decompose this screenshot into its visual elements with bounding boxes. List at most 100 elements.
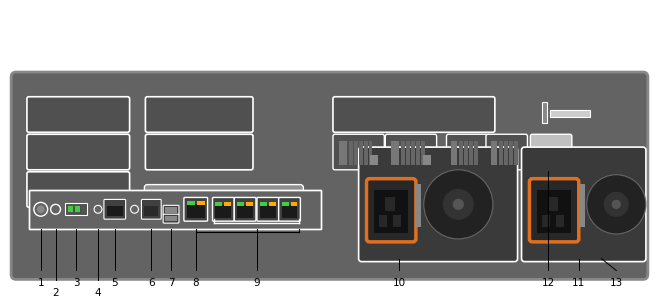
FancyBboxPatch shape xyxy=(257,197,279,221)
Bar xyxy=(504,141,508,165)
Bar xyxy=(379,215,387,227)
Circle shape xyxy=(612,200,620,208)
Bar xyxy=(374,190,408,233)
Bar xyxy=(260,202,267,206)
Bar xyxy=(364,141,368,165)
Circle shape xyxy=(131,205,139,213)
Bar xyxy=(260,205,276,218)
Text: 6: 6 xyxy=(148,278,154,288)
Bar xyxy=(368,141,372,165)
Bar xyxy=(358,141,362,165)
Bar xyxy=(548,197,558,211)
Bar xyxy=(423,155,431,165)
Bar xyxy=(197,201,205,205)
FancyBboxPatch shape xyxy=(145,134,253,170)
FancyBboxPatch shape xyxy=(184,197,208,221)
Bar xyxy=(187,201,195,205)
FancyBboxPatch shape xyxy=(486,134,527,170)
Bar xyxy=(499,141,503,165)
Bar xyxy=(474,141,478,165)
Bar xyxy=(393,215,401,227)
Text: 13: 13 xyxy=(610,278,623,288)
Text: 7: 7 xyxy=(168,278,174,288)
Circle shape xyxy=(453,200,463,209)
Text: 3: 3 xyxy=(73,278,80,288)
Bar xyxy=(339,141,346,165)
Text: 12: 12 xyxy=(542,278,555,288)
Bar xyxy=(145,206,158,216)
Bar xyxy=(224,202,231,206)
Bar xyxy=(69,206,73,212)
Bar xyxy=(282,205,298,218)
Circle shape xyxy=(424,170,493,239)
FancyBboxPatch shape xyxy=(163,205,179,215)
FancyBboxPatch shape xyxy=(234,197,256,221)
FancyBboxPatch shape xyxy=(11,72,648,279)
Bar xyxy=(237,205,253,218)
Bar xyxy=(411,141,415,165)
FancyBboxPatch shape xyxy=(145,184,304,212)
Circle shape xyxy=(37,205,45,213)
Bar xyxy=(348,141,352,165)
Bar xyxy=(391,141,399,165)
Bar xyxy=(406,141,410,165)
Bar xyxy=(215,202,222,206)
FancyBboxPatch shape xyxy=(163,214,179,223)
Bar xyxy=(370,155,378,165)
Circle shape xyxy=(587,175,646,234)
Bar xyxy=(464,141,468,165)
Bar xyxy=(451,141,457,165)
FancyBboxPatch shape xyxy=(213,197,234,221)
Bar xyxy=(513,141,517,165)
Bar xyxy=(65,203,87,215)
FancyBboxPatch shape xyxy=(529,179,579,242)
FancyBboxPatch shape xyxy=(358,147,517,262)
Bar xyxy=(75,206,81,212)
FancyBboxPatch shape xyxy=(333,97,495,132)
Bar xyxy=(165,207,177,213)
FancyBboxPatch shape xyxy=(145,97,253,132)
Bar xyxy=(543,215,550,227)
FancyBboxPatch shape xyxy=(27,97,129,132)
FancyBboxPatch shape xyxy=(446,134,488,170)
Bar xyxy=(421,141,425,165)
Bar xyxy=(509,141,513,165)
Text: 2: 2 xyxy=(52,288,59,298)
Bar xyxy=(282,202,288,206)
Text: 4: 4 xyxy=(94,288,102,298)
Bar xyxy=(459,141,463,165)
Text: 5: 5 xyxy=(112,278,118,288)
Bar xyxy=(401,141,405,165)
Text: 11: 11 xyxy=(572,278,585,288)
Text: 10: 10 xyxy=(393,278,406,288)
Bar xyxy=(354,141,358,165)
Bar xyxy=(416,141,420,165)
Bar xyxy=(269,202,276,206)
Bar xyxy=(415,184,421,227)
Bar xyxy=(165,216,177,221)
Bar xyxy=(215,205,231,218)
Bar xyxy=(385,197,395,211)
Bar xyxy=(491,141,497,165)
FancyBboxPatch shape xyxy=(141,200,161,219)
FancyBboxPatch shape xyxy=(27,172,129,207)
Bar xyxy=(29,190,321,229)
Bar xyxy=(29,190,321,229)
FancyBboxPatch shape xyxy=(279,197,300,221)
Circle shape xyxy=(34,202,48,216)
Bar xyxy=(556,215,564,227)
FancyBboxPatch shape xyxy=(333,134,384,170)
Circle shape xyxy=(51,204,61,214)
Bar xyxy=(290,202,298,206)
Text: 9: 9 xyxy=(253,278,260,288)
Bar xyxy=(543,102,547,123)
Text: 8: 8 xyxy=(193,278,199,288)
Bar xyxy=(107,206,123,216)
FancyBboxPatch shape xyxy=(366,179,416,242)
Circle shape xyxy=(94,205,102,213)
Text: 1: 1 xyxy=(38,278,44,288)
FancyBboxPatch shape xyxy=(385,134,437,170)
Bar xyxy=(82,206,87,212)
Bar xyxy=(237,202,244,206)
Bar xyxy=(246,202,253,206)
